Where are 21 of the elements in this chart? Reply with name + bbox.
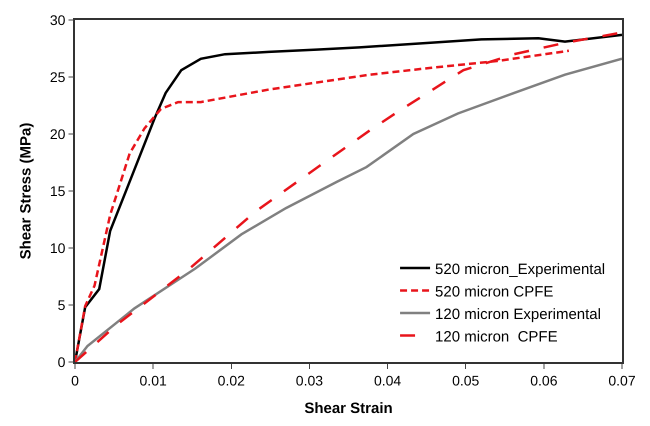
legend-label: 120 micron CPFE: [435, 328, 558, 346]
x-axis-title: Shear Strain: [304, 400, 393, 418]
x-tick-label: 0.01: [140, 372, 167, 389]
y-axis-title: Shear Stress (MPa): [18, 122, 35, 260]
y-tick-label: 5: [58, 296, 66, 313]
y-tick-label: 30: [50, 12, 66, 28]
x-tick-label: 0.02: [218, 372, 246, 389]
x-tick-label: 0: [71, 372, 80, 389]
x-tick-label: 0.04: [374, 372, 402, 389]
y-tick-label: 20: [50, 126, 66, 142]
legend-label: 520 micron CPFE: [435, 283, 554, 300]
y-tick-label: 10: [50, 240, 66, 256]
x-tick-label: 0.05: [452, 372, 480, 389]
y-tick-label: 0: [58, 354, 66, 370]
legend-label: 520 micron_Experimental: [435, 260, 606, 278]
y-tick-label: 15: [50, 182, 66, 199]
y-tick-label: 25: [50, 68, 66, 85]
x-tick-label: 0.06: [530, 372, 558, 389]
x-tick-label: 0.07: [608, 372, 636, 389]
x-tick-label: 0.03: [296, 372, 324, 389]
legend-label: 120 micron Experimental: [435, 306, 601, 323]
